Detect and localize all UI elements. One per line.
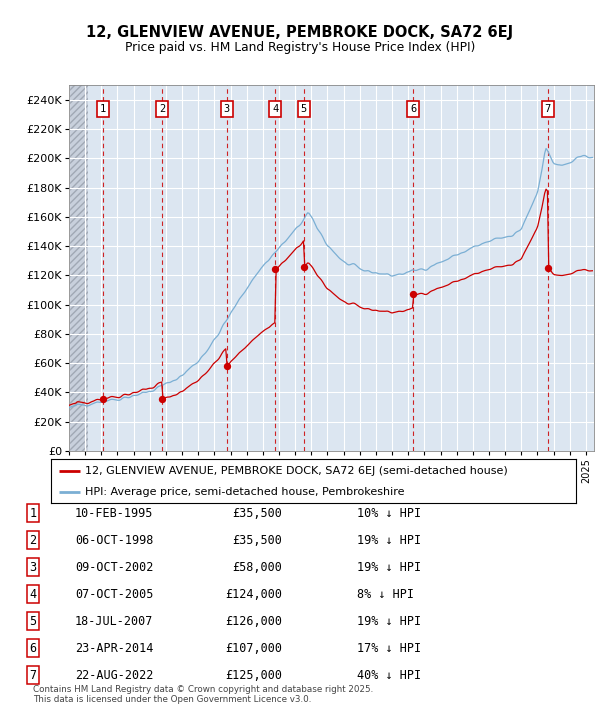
Text: 1: 1 bbox=[29, 507, 37, 520]
Text: 6: 6 bbox=[29, 642, 37, 655]
Text: Price paid vs. HM Land Registry's House Price Index (HPI): Price paid vs. HM Land Registry's House … bbox=[125, 41, 475, 54]
Text: 19% ↓ HPI: 19% ↓ HPI bbox=[357, 615, 421, 628]
Text: £58,000: £58,000 bbox=[232, 561, 282, 574]
Text: 10% ↓ HPI: 10% ↓ HPI bbox=[357, 507, 421, 520]
Text: 5: 5 bbox=[301, 104, 307, 114]
Text: 2: 2 bbox=[159, 104, 165, 114]
Text: 8% ↓ HPI: 8% ↓ HPI bbox=[357, 588, 414, 601]
Text: £126,000: £126,000 bbox=[225, 615, 282, 628]
Text: 23-APR-2014: 23-APR-2014 bbox=[75, 642, 154, 655]
Text: 5: 5 bbox=[29, 615, 37, 628]
Text: 40% ↓ HPI: 40% ↓ HPI bbox=[357, 669, 421, 682]
Text: 09-OCT-2002: 09-OCT-2002 bbox=[75, 561, 154, 574]
Point bbox=[157, 393, 167, 405]
Text: 07-OCT-2005: 07-OCT-2005 bbox=[75, 588, 154, 601]
Text: 7: 7 bbox=[29, 669, 37, 682]
Text: 6: 6 bbox=[410, 104, 416, 114]
Point bbox=[409, 289, 418, 300]
Text: 3: 3 bbox=[224, 104, 230, 114]
Text: 19% ↓ HPI: 19% ↓ HPI bbox=[357, 561, 421, 574]
Text: 1: 1 bbox=[100, 104, 106, 114]
Text: £125,000: £125,000 bbox=[225, 669, 282, 682]
Text: 7: 7 bbox=[545, 104, 551, 114]
Text: 3: 3 bbox=[29, 561, 37, 574]
Text: 12, GLENVIEW AVENUE, PEMBROKE DOCK, SA72 6EJ (semi-detached house): 12, GLENVIEW AVENUE, PEMBROKE DOCK, SA72… bbox=[85, 466, 508, 476]
Point bbox=[271, 264, 280, 275]
Text: £35,500: £35,500 bbox=[232, 507, 282, 520]
Bar bbox=[69, 85, 88, 451]
Text: £107,000: £107,000 bbox=[225, 642, 282, 655]
Text: 19% ↓ HPI: 19% ↓ HPI bbox=[357, 534, 421, 547]
Text: 18-JUL-2007: 18-JUL-2007 bbox=[75, 615, 154, 628]
Text: £124,000: £124,000 bbox=[225, 588, 282, 601]
Text: 12, GLENVIEW AVENUE, PEMBROKE DOCK, SA72 6EJ: 12, GLENVIEW AVENUE, PEMBROKE DOCK, SA72… bbox=[86, 25, 514, 40]
Text: £35,500: £35,500 bbox=[232, 534, 282, 547]
Text: 4: 4 bbox=[29, 588, 37, 601]
Point bbox=[543, 263, 553, 274]
Text: 17% ↓ HPI: 17% ↓ HPI bbox=[357, 642, 421, 655]
Text: 4: 4 bbox=[272, 104, 278, 114]
Point bbox=[98, 393, 108, 405]
Text: 22-AUG-2022: 22-AUG-2022 bbox=[75, 669, 154, 682]
Point bbox=[299, 261, 308, 272]
Text: 10-FEB-1995: 10-FEB-1995 bbox=[75, 507, 154, 520]
Text: Contains HM Land Registry data © Crown copyright and database right 2025.
This d: Contains HM Land Registry data © Crown c… bbox=[33, 685, 373, 704]
Text: HPI: Average price, semi-detached house, Pembrokeshire: HPI: Average price, semi-detached house,… bbox=[85, 486, 404, 497]
Text: 2: 2 bbox=[29, 534, 37, 547]
Point bbox=[222, 361, 232, 372]
Text: 06-OCT-1998: 06-OCT-1998 bbox=[75, 534, 154, 547]
